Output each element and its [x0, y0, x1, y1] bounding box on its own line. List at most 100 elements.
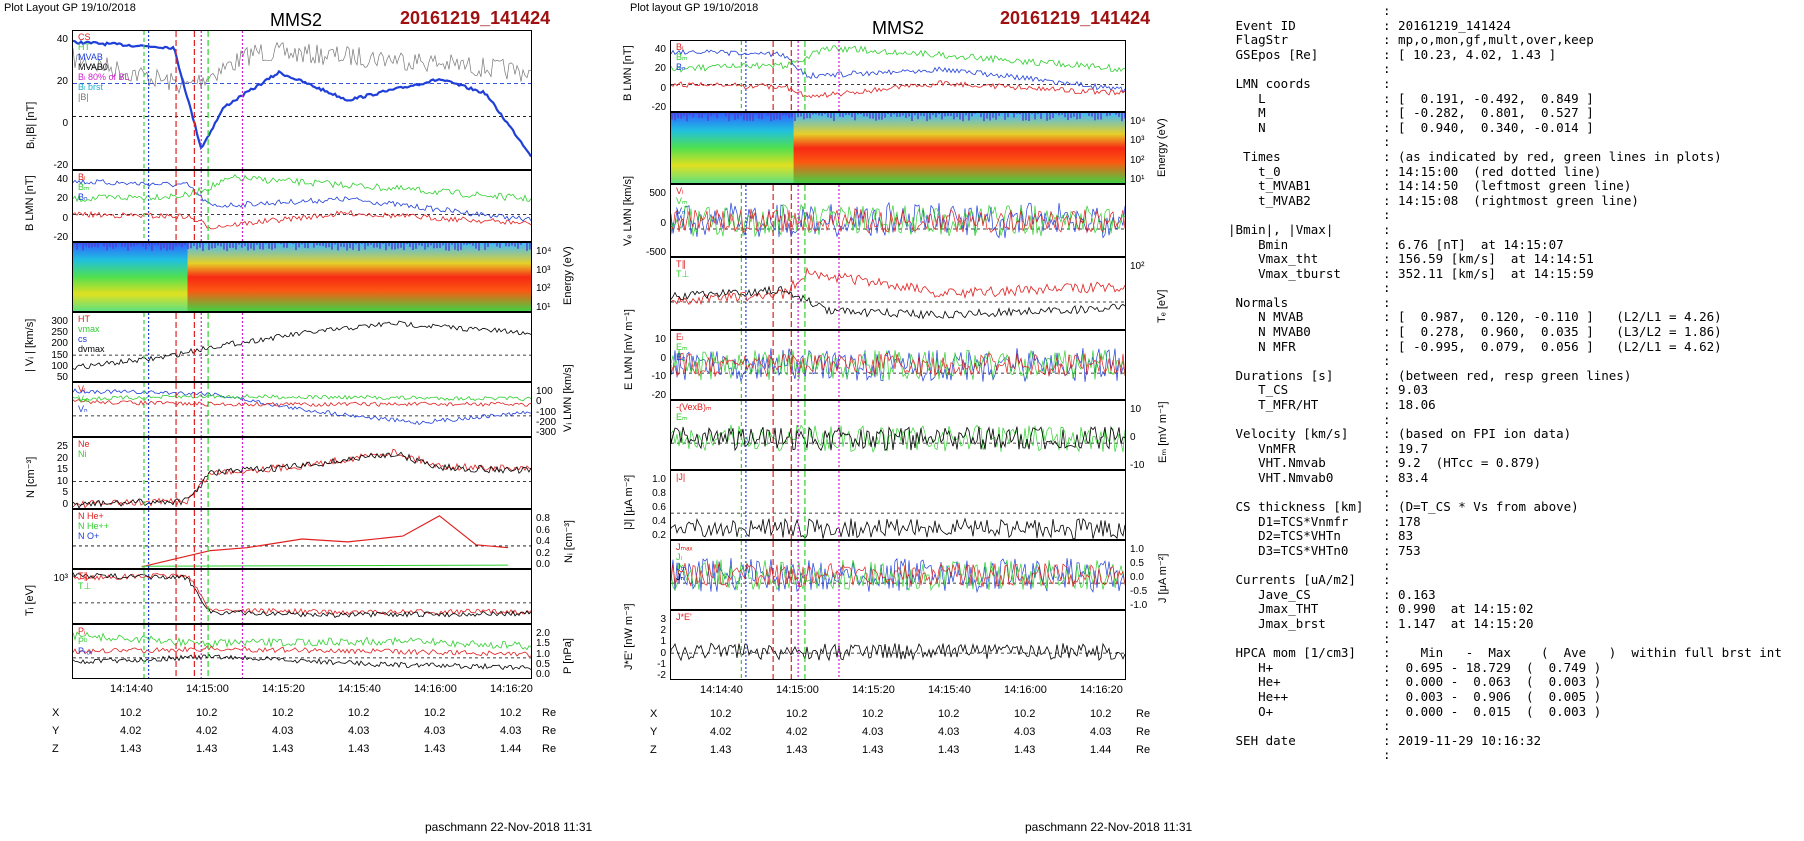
left-legend-entry: N O+	[78, 531, 100, 541]
info-row: Velocity [km/s]: (based on FPI ion data)	[1228, 426, 1782, 442]
left-ytick: 20	[56, 76, 68, 87]
mid-panel-2	[670, 112, 1126, 184]
left-ytick: 100	[51, 360, 68, 372]
left-panel-8	[72, 569, 532, 624]
left-spacecraft-title: MMS2	[270, 10, 323, 30]
mid-legend-entry: T⊥	[676, 269, 690, 279]
info-row: Bmin: 6.76 [nT] at 14:15:07	[1228, 237, 1782, 253]
left-legend-entry: Pᵢ	[78, 626, 86, 636]
info-row: T_CS: 9.03	[1228, 383, 1782, 398]
mid-pos-value: 10.2	[710, 708, 732, 720]
left-pos-value: 4.03	[348, 725, 370, 737]
mid-ytick: -10	[651, 371, 666, 383]
info-row: N MVAB0: [ 0.278, 0.960, 0.035 ] (L3/L2 …	[1228, 324, 1782, 340]
left-legend-entry: Pₜₒₜ	[78, 646, 93, 656]
mid-ylabel-right: J [μA m⁻²]	[1157, 553, 1169, 603]
left-panel-plot	[73, 383, 531, 436]
info-row: SEH date: 2019-11-29 10:16:32	[1228, 733, 1782, 749]
info-key: T_CS	[1228, 382, 1289, 398]
left-panel-plot	[73, 625, 531, 678]
info-value: : [ 0.940, 0.340, -0.014 ]	[1383, 119, 1594, 135]
mid-time-tick: 14:14:40	[700, 684, 743, 696]
mid-pos-value: 10.2	[786, 708, 808, 720]
left-pos-label: Y	[52, 725, 60, 737]
info-value: : (between red, resp green lines)	[1383, 367, 1632, 383]
mid-ytick-right: 0.5	[1130, 558, 1144, 569]
mid-ytick-right: 10²	[1130, 261, 1145, 272]
left-pos-value: 10.2	[424, 707, 446, 719]
info-value: : 0.000 - 0.063 ( 0.003 )	[1383, 674, 1602, 690]
left-ytick-right: -300	[536, 427, 557, 438]
mid-panel-plot	[671, 41, 1125, 111]
left-ylabel-right: Vᵢ LMN [km/s]	[562, 363, 574, 432]
left-time-tick: 14:15:00	[186, 683, 229, 695]
left-time-tick: 14:16:20	[490, 683, 533, 695]
left-ylabel-right: Nᵢ [cm⁻³]	[563, 520, 575, 563]
info-row: VHT.Nmvab0: 83.4	[1228, 470, 1782, 486]
mid-ytick: 0.8	[652, 488, 666, 499]
left-legend-entry: Bₗ	[78, 172, 86, 182]
info-value: : mp,o,mon,gf,mult,over,keep	[1383, 32, 1594, 48]
left-pos-value: 1.43	[196, 743, 218, 755]
info-row: Jmax_THT: 0.990 at 14:15:02	[1228, 602, 1782, 617]
mid-ytick: 20	[654, 63, 666, 75]
mid-ylabel: |J| [μA m⁻²]	[623, 474, 635, 530]
info-value: : 83.4	[1383, 470, 1429, 485]
mid-pos-value: 10.2	[938, 708, 960, 720]
left-ytick: 40	[56, 34, 68, 45]
info-row: D3=TCS*VHTn0: 753	[1228, 543, 1782, 559]
left-legend-entry: Ne	[78, 439, 90, 449]
info-value: : [ -0.282, 0.801, 0.527 ]	[1383, 105, 1594, 121]
info-key: Vmax_tht	[1228, 251, 1319, 267]
info-row: Normals:	[1228, 294, 1782, 311]
left-legend-entry: N He++	[78, 521, 110, 531]
left-ytick: 200	[51, 338, 68, 350]
left-legend-entry: Vₙ	[78, 404, 88, 414]
mid-pos-label: Z	[650, 744, 657, 756]
left-legend-entry: vmax	[78, 324, 100, 334]
left-panel-4	[72, 312, 532, 382]
mid-ylabel-right: Eₘ [mV m⁻¹]	[1157, 401, 1169, 463]
info-value: : Min - Max ( Ave ) within full brst int	[1383, 645, 1782, 661]
info-row: :	[1228, 412, 1782, 428]
info-key: He++	[1228, 688, 1289, 704]
info-value: : 20161219_141424	[1383, 17, 1511, 33]
left-ytick-right: 10¹	[536, 302, 551, 313]
mid-legend-entry: Vₘ	[676, 196, 688, 206]
left-pos-value: 4.02	[196, 725, 218, 737]
info-key: O+	[1228, 703, 1274, 719]
left-legend-entry: Bₙ	[78, 192, 88, 202]
mid-pos-value: 4.02	[710, 726, 732, 738]
info-value: : 14:14:50 (leftmost green line)	[1383, 178, 1632, 194]
left-ytick-right: 1.5	[536, 638, 550, 650]
info-key: N MVAB	[1228, 309, 1304, 325]
left-legend-entry: Pᵇ	[78, 636, 88, 646]
info-value: :	[1383, 294, 1391, 310]
left-time-tick: 14:15:40	[338, 683, 381, 695]
mid-ytick-right: 10	[1130, 404, 1142, 415]
info-value: :	[1383, 718, 1391, 734]
left-event-title: 20161219_141424	[400, 8, 551, 28]
info-row: O+: 0.000 - 0.015 ( 0.003 )	[1228, 703, 1782, 720]
left-footer: paschmann 22-Nov-2018 11:31	[425, 820, 593, 834]
info-value: : 156.59 [km/s] at 14:14:51	[1383, 251, 1594, 267]
left-ytick: 10	[56, 475, 68, 487]
mid-panel-7	[670, 470, 1126, 540]
info-value: : 18.06	[1383, 397, 1436, 413]
left-legend-entry: T⊥	[78, 581, 92, 591]
event-info-listing: : Event ID: 20161219_141424 FlagStr: mp,…	[1228, 3, 1782, 763]
mid-panel-plot	[671, 331, 1125, 399]
info-row: He++: 0.003 - 0.906 ( 0.005 )	[1228, 688, 1782, 705]
left-pos-unit: Re	[542, 707, 557, 719]
left-pos-label: Z	[52, 743, 59, 755]
left-ytick-right: 0	[536, 396, 542, 408]
info-row: N MVAB: [ 0.987, 0.120, -0.110 ] (L2/L1 …	[1228, 310, 1782, 325]
left-panel-plot	[73, 171, 531, 241]
middle-plot-label: Plot layout GP 19/10/2018	[630, 2, 759, 14]
info-key: D2=TCS*VHTn	[1228, 528, 1341, 544]
left-panel-plot	[73, 31, 531, 169]
mid-pos-value: 10.2	[1090, 708, 1112, 720]
info-row: Event ID: 20161219_141424	[1228, 17, 1782, 34]
info-row: N MFR: [ -0.995, 0.079, 0.056 ] (L2/L1 =…	[1228, 339, 1782, 355]
left-legend-entry: Vₘ	[78, 394, 90, 404]
